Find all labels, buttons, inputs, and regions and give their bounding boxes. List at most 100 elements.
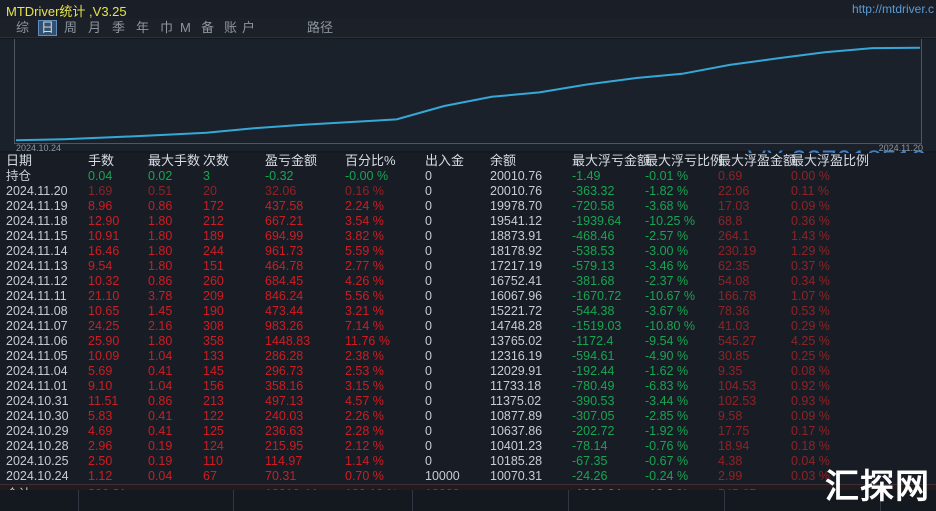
cell-mddpct: -3.68 % [645, 199, 689, 213]
cell-mpfpct: 0.36 % [791, 214, 830, 228]
column-header-mddpct[interactable]: 最大浮亏比例 [645, 153, 724, 168]
table-row[interactable]: 2024.11.08 10.65 1.45 190 473.44 3.21 % 0 15221… [0, 304, 936, 319]
cell-mpf: 4.38 [718, 454, 743, 468]
toolbar-item-11[interactable]: 路径 [307, 20, 334, 35]
column-header-mdd[interactable]: 最大浮亏金额 [572, 153, 651, 168]
table-row[interactable]: 2024.10.24 1.12 0.04 67 70.31 0.70 % 10000 1007… [0, 469, 936, 484]
table-row[interactable]: 2024.11.05 10.09 1.04 133 286.28 2.38 % 0 12316… [0, 349, 936, 364]
cell-inout: 0 [425, 379, 432, 393]
table-row[interactable]: 2024.10.30 5.83 0.41 122 240.03 2.26 % 0 10877.… [0, 409, 936, 424]
column-header-mpfpct[interactable]: 最大浮盈比例 [791, 153, 870, 168]
chart-x-end-label: 2024.11.20 [878, 143, 923, 153]
table-row[interactable]: 2024.11.14 16.46 1.80 244 961.73 5.59 % 0 18178… [0, 244, 936, 259]
cell-mdd: -1172.4 [572, 334, 614, 348]
cell-pct: 4.26 % [345, 274, 384, 288]
timeline-tick-4 [724, 490, 725, 511]
cell-mddpct: -3.44 % [645, 394, 689, 408]
table-row[interactable]: 2024.11.15 10.91 1.80 189 694.99 3.82 % 0 18873… [0, 229, 936, 244]
window-title: MTDriver统计 ,V3.25 [6, 4, 127, 19]
cell-date: 2024.11.14 [6, 244, 68, 258]
cell-inout: 0 [425, 184, 432, 198]
cell-lots: 2.96 [88, 439, 113, 453]
cell-mpf: 9.35 [718, 364, 743, 378]
cell-mpfpct: 0.04 % [791, 454, 830, 468]
cell-pct: 4.57 % [345, 394, 384, 408]
toolbar-item-0[interactable]: 综 [16, 20, 30, 35]
cell-mddpct: -1.92 % [645, 424, 689, 438]
cell-mdd: -307.05 [572, 409, 615, 423]
cell-mpf: 30.85 [718, 349, 750, 363]
table-row[interactable]: 2024.10.28 2.96 0.19 124 215.95 2.12 % 0 10401.… [0, 439, 936, 454]
cell-lots: 16.46 [88, 244, 120, 258]
cell-inout: 0 [425, 304, 432, 318]
cell-mpf: 9.58 [718, 409, 743, 423]
column-header-mpf[interactable]: 最大浮盈金额 [718, 153, 797, 168]
column-header-date[interactable]: 日期 [6, 153, 33, 168]
cell-balance: 12316.19 [490, 349, 543, 363]
cell-balance: 20010.76 [490, 184, 543, 198]
table-row[interactable]: 2024.11.04 5.69 0.41 145 296.73 2.53 % 0 12029.… [0, 364, 936, 379]
toolbar-item-4[interactable]: 季 [112, 20, 126, 35]
cell-mpf: 17.75 [718, 424, 750, 438]
toolbar-item-9[interactable]: 账 [224, 20, 238, 35]
toolbar-item-2[interactable]: 周 [64, 20, 78, 35]
toolbar-item-1[interactable]: 日 [38, 20, 58, 36]
table-row[interactable]: 2024.10.31 11.51 0.86 213 497.13 4.57 % 0 11375… [0, 394, 936, 409]
cell-pct: 2.26 % [345, 409, 384, 423]
toolbar-item-3[interactable]: 月 [88, 20, 102, 35]
cell-inout: 0 [425, 199, 432, 213]
cell-inout: 0 [425, 334, 432, 348]
table-row[interactable]: 2024.11.12 10.32 0.86 260 684.45 4.26 % 0 16752… [0, 274, 936, 289]
toolbar-item-7[interactable]: M [180, 20, 191, 35]
toolbar-item-5[interactable]: 年 [136, 20, 150, 35]
table-row[interactable]: 2024.11.20 1.69 0.51 20 32.06 0.16 % 0 20010.76… [0, 184, 936, 199]
column-header-maxlots[interactable]: 最大手数 [148, 153, 201, 168]
cell-mddpct: -3.67 % [645, 304, 689, 318]
cell-mddpct: -10.67 % [645, 289, 696, 303]
cell-mpf: 166.78 [718, 289, 757, 303]
table-row[interactable]: 2024.11.01 9.10 1.04 156 358.16 3.15 % 0 11733.… [0, 379, 936, 394]
table-row[interactable]: 2024.11.06 25.90 1.80 358 1448.83 11.76 % 0 137… [0, 334, 936, 349]
cell-inout: 0 [425, 394, 432, 408]
cell-count: 212 [203, 214, 224, 228]
cell-count: 122 [203, 409, 224, 423]
table-row[interactable]: 2024.11.19 8.96 0.86 172 437.58 2.24 % 0 19978.… [0, 199, 936, 214]
table-row[interactable]: 2024.10.29 4.69 0.41 125 236.63 2.28 % 0 10637.… [0, 424, 936, 439]
cell-mdd: -24.26 [572, 469, 608, 483]
cell-maxlots: 1.80 [148, 244, 173, 258]
cell-balance: 15221.72 [490, 304, 543, 318]
column-header-lots[interactable]: 手数 [88, 153, 115, 168]
cell-maxlots: 0.86 [148, 274, 173, 288]
cell-mddpct: -4.90 % [645, 349, 689, 363]
cell-lots: 8.96 [88, 199, 113, 213]
cell-mpf: 78.36 [718, 304, 750, 318]
column-header-count[interactable]: 次数 [203, 153, 230, 168]
cell-mpf: 230.19 [718, 244, 757, 258]
table-row[interactable]: 2024.11.07 24.25 2.16 308 983.26 7.14 % 0 14748… [0, 319, 936, 334]
cell-maxlots: 1.80 [148, 259, 173, 273]
cell-count: 20 [203, 184, 217, 198]
cell-pl: -0.32 [265, 169, 294, 183]
table-row[interactable]: 2024.11.18 12.90 1.80 212 667.21 3.54 % 0 19541… [0, 214, 936, 229]
cell-maxlots: 0.41 [148, 364, 173, 378]
cell-mpf: 17.03 [718, 199, 750, 213]
table-row[interactable]: 2024.11.13 9.54 1.80 151 464.78 2.77 % 0 17217.… [0, 259, 936, 274]
table-row[interactable]: 持仓 0.04 0.02 3 -0.32 -0.00 % 0 20010.76 -1.49 -0.… [0, 169, 936, 184]
cell-lots: 5.69 [88, 364, 113, 378]
cell-lots: 0.04 [88, 169, 113, 183]
table-row[interactable]: 2024.10.25 2.50 0.19 110 114.97 1.14 % 0 10185.… [0, 454, 936, 469]
toolbar-item-10[interactable]: 户 [242, 20, 256, 35]
cell-mdd: -594.61 [572, 349, 615, 363]
column-header-inout[interactable]: 出入金 [425, 153, 465, 168]
column-header-pct[interactable]: 百分比% [345, 153, 396, 168]
toolbar-item-6[interactable]: 巾 [160, 20, 174, 35]
cell-mpf: 22.06 [718, 184, 750, 198]
column-header-pl[interactable]: 盈亏金额 [265, 153, 318, 168]
cell-date: 2024.10.30 [6, 409, 69, 423]
cell-mdd: -538.53 [572, 244, 615, 258]
table-row[interactable]: 2024.11.11 21.10 3.78 209 846.24 5.56 % 0 16067… [0, 289, 936, 304]
column-header-balance[interactable]: 余额 [490, 153, 517, 168]
website-url-link[interactable]: http://mtdriver.c [851, 2, 934, 16]
toolbar-item-8[interactable]: 备 [201, 20, 215, 35]
